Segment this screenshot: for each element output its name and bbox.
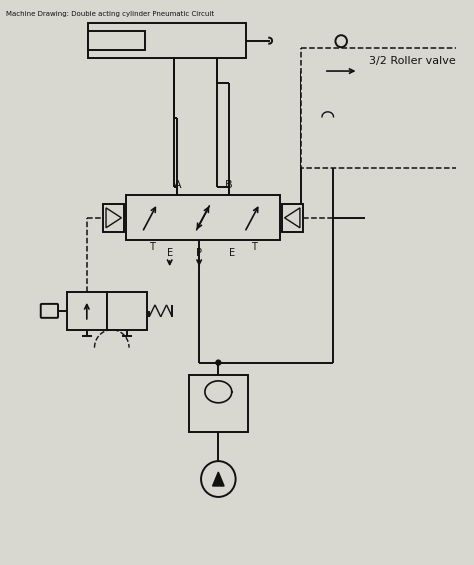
Polygon shape xyxy=(212,472,224,486)
Bar xyxy=(126,195,280,240)
FancyBboxPatch shape xyxy=(41,304,58,318)
Text: B: B xyxy=(225,180,232,190)
Circle shape xyxy=(216,360,221,365)
Text: P: P xyxy=(196,248,202,258)
Text: E: E xyxy=(167,248,173,258)
Text: Machine Drawing: Double acting cylinder Pneumatic Circuit: Machine Drawing: Double acting cylinder … xyxy=(6,11,214,18)
Polygon shape xyxy=(106,208,121,228)
Bar xyxy=(282,204,303,232)
Text: E: E xyxy=(229,248,236,258)
Text: T: T xyxy=(149,242,155,252)
Text: 3/2 Roller valve: 3/2 Roller valve xyxy=(369,56,456,66)
Bar xyxy=(88,23,246,58)
Text: A: A xyxy=(173,180,181,190)
Bar xyxy=(318,53,364,89)
Bar xyxy=(301,48,457,168)
Bar xyxy=(318,89,364,125)
Polygon shape xyxy=(284,208,300,228)
Bar xyxy=(189,375,248,432)
Text: T: T xyxy=(251,242,257,252)
Bar xyxy=(103,204,124,232)
Bar xyxy=(88,31,146,50)
Bar xyxy=(107,292,147,330)
Bar xyxy=(67,292,107,330)
